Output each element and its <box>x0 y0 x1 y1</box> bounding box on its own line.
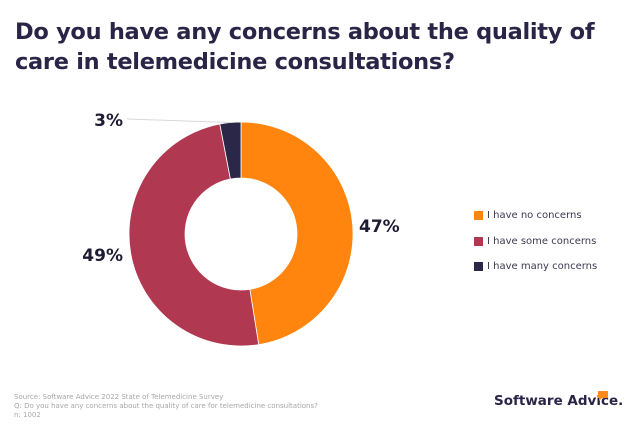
leader-line <box>126 118 231 124</box>
data-label-0: 47% <box>359 217 400 237</box>
legend-label: I have many concerns <box>487 261 598 273</box>
legend-item: I have many concerns <box>474 254 597 280</box>
legend-swatch <box>474 236 483 246</box>
legend-label: I have no concerns <box>487 210 582 222</box>
software-advice-logo: Software Advice. <box>494 393 624 409</box>
legend-label: I have some concerns <box>487 235 597 247</box>
legend-swatch <box>474 211 483 221</box>
legend-item: I have some concerns <box>474 229 597 255</box>
legend: I have no concerns I have some concerns … <box>474 203 597 280</box>
donut-slice-2 <box>219 121 242 180</box>
legend-swatch <box>474 262 483 272</box>
donut-slice-0 <box>240 121 354 346</box>
donut-slice-1 <box>128 123 260 347</box>
source-note: Source: Software Advice 2022 State of Te… <box>14 393 224 401</box>
speech-bubble-icon <box>598 391 608 401</box>
sample-size-note: n: 1002 <box>14 411 41 419</box>
footer-notes: Source: Software Advice 2022 State of Te… <box>14 393 318 420</box>
data-label-1: 49% <box>82 246 123 266</box>
chart-title: Do you have any concerns about the quali… <box>15 19 595 75</box>
legend-item: I have no concerns <box>474 203 597 229</box>
question-note: Q: Do you have any concerns about the qu… <box>14 402 318 410</box>
data-label-2: 3% <box>94 111 123 131</box>
